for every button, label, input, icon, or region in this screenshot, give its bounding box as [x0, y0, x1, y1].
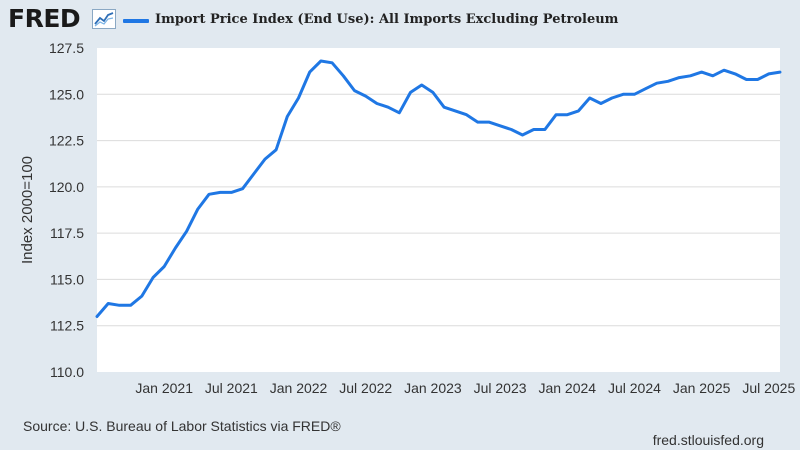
data-point[interactable] — [633, 93, 636, 96]
x-tick-label: Jan 2023 — [404, 380, 462, 396]
data-point[interactable] — [745, 78, 748, 81]
data-point[interactable] — [678, 76, 681, 79]
x-tick-label: Jul 2021 — [205, 380, 258, 396]
data-point[interactable] — [476, 121, 479, 124]
plot-background — [97, 48, 780, 372]
y-tick-label: 122.5 — [49, 133, 84, 149]
data-point[interactable] — [510, 128, 513, 131]
data-point[interactable] — [107, 302, 110, 305]
data-point[interactable] — [644, 87, 647, 90]
data-point[interactable] — [599, 102, 602, 105]
series-layer — [95, 59, 782, 318]
series-title[interactable]: Import Price Index (End Use): All Import… — [155, 12, 619, 27]
data-point[interactable] — [543, 128, 546, 131]
data-point[interactable] — [756, 78, 759, 81]
data-point[interactable] — [487, 121, 490, 124]
x-tick-label: Jan 2024 — [538, 380, 596, 396]
series-line[interactable] — [95, 59, 782, 318]
data-point[interactable] — [196, 208, 199, 211]
data-point[interactable] — [398, 111, 401, 114]
data-point[interactable] — [588, 96, 591, 99]
data-point[interactable] — [263, 158, 266, 161]
data-point[interactable] — [219, 191, 222, 194]
data-point[interactable] — [734, 72, 737, 75]
y-tick-label: 110.0 — [50, 364, 84, 380]
data-point[interactable] — [779, 71, 782, 74]
legend-line-swatch — [123, 19, 149, 23]
data-point[interactable] — [151, 276, 154, 279]
chart-header: FRED Import Price Index (End Use): All I… — [0, 0, 800, 40]
data-point[interactable] — [420, 84, 423, 87]
x-tick-label: Jul 2022 — [339, 380, 392, 396]
fred-logo[interactable]: FRED — [8, 4, 81, 33]
data-point[interactable] — [163, 265, 166, 268]
x-tick-label: Jan 2021 — [135, 380, 193, 396]
data-point[interactable] — [667, 80, 670, 83]
data-point[interactable] — [611, 96, 614, 99]
data-point[interactable] — [297, 96, 300, 99]
data-point[interactable] — [431, 91, 434, 94]
y-tick-label: 117.5 — [50, 225, 84, 241]
data-point[interactable] — [308, 71, 311, 74]
y-tick-label: 125.0 — [49, 86, 84, 102]
data-point[interactable] — [655, 82, 658, 85]
data-point[interactable] — [342, 74, 345, 77]
data-point[interactable] — [465, 113, 468, 116]
data-point[interactable] — [622, 93, 625, 96]
x-tick-label: Jul 2024 — [608, 380, 661, 396]
data-point[interactable] — [555, 113, 558, 116]
source-credit: Source: U.S. Bureau of Labor Statistics … — [23, 418, 341, 434]
data-point[interactable] — [129, 304, 132, 307]
data-point[interactable] — [185, 230, 188, 233]
data-point[interactable] — [96, 315, 99, 318]
data-point[interactable] — [499, 124, 502, 127]
data-point[interactable] — [230, 191, 233, 194]
y-tick-label: 127.5 — [49, 40, 84, 56]
y-tick-label: 120.0 — [49, 179, 84, 195]
fred-url-link[interactable]: fred.stlouisfed.org — [652, 432, 764, 448]
data-point[interactable] — [566, 113, 569, 116]
x-tick-label: Jan 2022 — [270, 380, 328, 396]
data-point[interactable] — [140, 295, 143, 298]
data-point[interactable] — [364, 95, 367, 98]
data-point[interactable] — [174, 246, 177, 249]
data-point[interactable] — [387, 106, 390, 109]
data-point[interactable] — [409, 91, 412, 94]
y-tick-label: 115.0 — [50, 271, 84, 287]
data-point[interactable] — [443, 106, 446, 109]
grid-lines — [97, 93, 780, 327]
data-point[interactable] — [375, 102, 378, 105]
data-point[interactable] — [252, 172, 255, 175]
x-tick-label: Jul 2023 — [474, 380, 527, 396]
data-point[interactable] — [454, 109, 457, 112]
data-point[interactable] — [711, 74, 714, 77]
y-tick-labels: 110.0 112.5 115.0 117.5 120.0 122.5 125.0 127.5 — [49, 40, 84, 380]
data-point[interactable] — [275, 148, 278, 151]
data-point[interactable] — [577, 109, 580, 112]
data-point[interactable] — [207, 193, 210, 196]
data-point[interactable] — [331, 61, 334, 64]
x-tick-label: Jul 2025 — [742, 380, 795, 396]
data-point[interactable] — [689, 74, 692, 77]
data-point[interactable] — [700, 71, 703, 74]
line-chart-icon — [92, 9, 116, 29]
y-axis-title: Index 2000=100 — [19, 156, 36, 264]
x-tick-label: Jan 2025 — [673, 380, 731, 396]
data-point[interactable] — [241, 187, 244, 190]
data-point[interactable] — [319, 59, 322, 62]
data-point[interactable] — [353, 89, 356, 92]
x-tick-labels: Jan 2021 Jul 2021 Jan 2022 Jul 2022 Jan 2023… — [135, 380, 795, 396]
data-point[interactable] — [532, 128, 535, 131]
data-point[interactable] — [767, 72, 770, 75]
data-point[interactable] — [118, 304, 121, 307]
data-point[interactable] — [286, 115, 289, 118]
data-point[interactable] — [723, 69, 726, 72]
y-tick-label: 112.5 — [50, 318, 84, 334]
data-point[interactable] — [521, 134, 524, 137]
